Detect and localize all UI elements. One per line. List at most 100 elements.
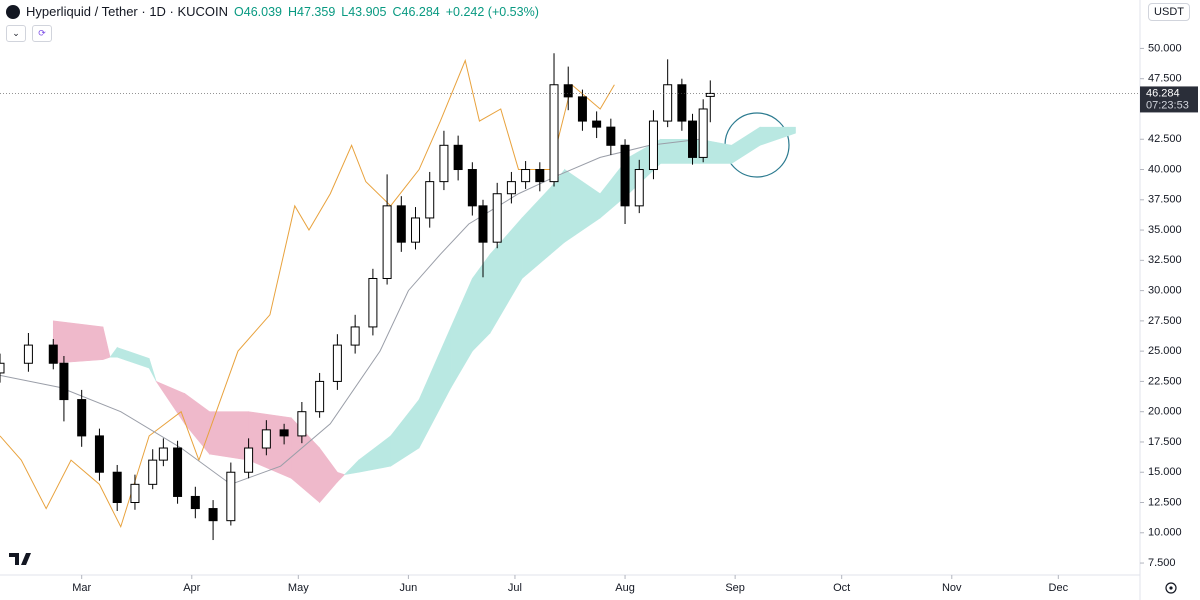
cloud-segment: [521, 186, 551, 280]
y-tick-label: 40.000: [1148, 163, 1182, 175]
last-price-label: 46.284: [1146, 87, 1180, 99]
x-tick-label: Mar: [72, 582, 91, 594]
candle-body: [226, 471, 236, 522]
y-tick-label: 35.000: [1148, 224, 1182, 236]
candle-body: [23, 344, 33, 364]
candle-body: [368, 277, 378, 328]
candle-body: [492, 193, 502, 243]
candle-body: [382, 205, 392, 279]
candle-body: [521, 169, 531, 183]
cloud-segment: [148, 358, 157, 382]
candle-body: [620, 144, 630, 207]
candle-body: [315, 380, 325, 413]
x-tick-label: Dec: [1049, 582, 1069, 594]
cloud-segment: [450, 278, 473, 389]
last-price-box: [1140, 86, 1198, 113]
x-tick-label: Nov: [942, 582, 962, 594]
candle-body: [77, 399, 87, 437]
cloud-segment: [390, 398, 420, 467]
candle-body: [688, 120, 698, 158]
cloud-segment: [343, 459, 359, 476]
y-tick-label: 12.500: [1148, 496, 1182, 508]
candle-body: [148, 459, 158, 485]
candle-body: [606, 126, 616, 146]
x-tick-label: Aug: [615, 582, 635, 594]
cloud-segment: [52, 320, 104, 364]
candle-body: [467, 169, 477, 207]
candle-body: [563, 84, 573, 98]
candle-body: [279, 429, 289, 437]
candle-body: [439, 144, 449, 183]
candle-body: [59, 362, 69, 401]
cloud-segment: [337, 471, 346, 483]
y-tick-label: 17.500: [1148, 436, 1182, 448]
candle-body: [663, 84, 673, 122]
candle-body: [411, 217, 421, 243]
cloud-segment: [358, 435, 391, 473]
y-tick-label: 27.500: [1148, 315, 1182, 327]
countdown-label: 07:23:53: [1146, 99, 1189, 111]
candle-body: [648, 120, 658, 171]
cloud-segment: [319, 447, 338, 504]
cloud-segment: [209, 411, 249, 461]
candle-body: [332, 344, 342, 382]
candle-body: [297, 411, 307, 437]
cloud-segment: [109, 346, 118, 358]
refresh-button[interactable]: ⟳: [32, 25, 52, 42]
x-tick-label: Sep: [725, 582, 745, 594]
candle-body: [549, 84, 559, 183]
cloud-segment: [116, 347, 150, 369]
candle-body: [478, 205, 488, 243]
candle-body: [705, 92, 715, 97]
candle-body: [173, 447, 183, 497]
candle-body: [190, 495, 200, 510]
y-tick-label: 22.500: [1148, 375, 1182, 387]
candle-body: [577, 96, 587, 122]
candle-body: [208, 508, 218, 522]
candle-body: [506, 181, 516, 195]
y-tick-label: 20.000: [1148, 406, 1182, 418]
candle-body: [94, 435, 104, 473]
collapse-button[interactable]: ⌄: [6, 25, 26, 42]
candle-body: [112, 471, 122, 504]
cloud-segment: [472, 253, 491, 352]
cloud-segment: [550, 168, 565, 255]
cloud-segment: [102, 326, 111, 361]
y-tick-label: 32.500: [1148, 254, 1182, 266]
cloud-segment: [759, 126, 796, 146]
price-change: +0.242 (+0.53%): [445, 4, 539, 19]
x-tick-label: May: [288, 582, 309, 594]
candle-body: [535, 169, 545, 183]
ohlc-close: C46.284: [392, 4, 440, 19]
y-tick-label: 10.000: [1148, 527, 1182, 539]
x-tick-label: Jul: [508, 582, 522, 594]
y-tick-label: 30.000: [1148, 285, 1182, 297]
candle-body: [350, 326, 360, 346]
candle-body: [453, 144, 463, 171]
currency-button[interactable]: USDT: [1148, 3, 1190, 21]
indicator-line: [0, 138, 700, 485]
y-tick-label: 15.000: [1148, 466, 1182, 478]
symbol-title[interactable]: Hyperliquid / Tether · 1D · KUCOIN: [26, 4, 229, 19]
indicator-line: [0, 58, 615, 529]
ohlc-open: O46.039: [234, 4, 283, 19]
candle-body: [0, 362, 5, 374]
y-tick-label: 50.000: [1148, 42, 1182, 54]
candle-body: [677, 84, 687, 122]
candle-body: [158, 447, 168, 461]
cloud-segment: [155, 380, 185, 425]
candle-body: [425, 181, 435, 219]
cloud-segment: [564, 168, 601, 243]
ohlc-low: L43.905: [341, 4, 387, 19]
candle-body: [592, 120, 602, 128]
candle-body: [244, 447, 254, 473]
tv-logo: [9, 553, 31, 565]
candle-body: [634, 169, 644, 207]
legend-tools: ⌄ ⟳: [6, 25, 52, 42]
cloud-segment: [418, 326, 452, 449]
candle-body: [698, 108, 708, 158]
settings-icon[interactable]: [1165, 582, 1177, 594]
cloud-segment: [731, 126, 761, 165]
candle-body: [48, 344, 58, 364]
